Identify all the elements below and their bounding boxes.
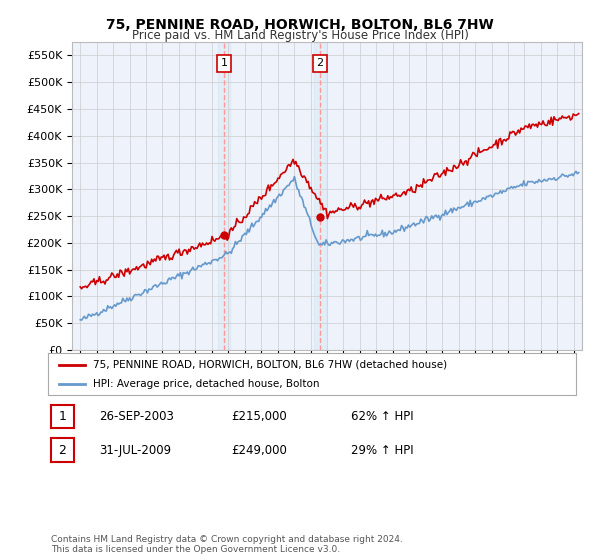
Text: HPI: Average price, detached house, Bolton: HPI: Average price, detached house, Bolt…	[93, 379, 319, 389]
Text: £215,000: £215,000	[231, 410, 287, 423]
Text: £249,000: £249,000	[231, 444, 287, 457]
Text: 26-SEP-2003: 26-SEP-2003	[99, 410, 174, 423]
Text: Price paid vs. HM Land Registry's House Price Index (HPI): Price paid vs. HM Land Registry's House …	[131, 29, 469, 42]
Bar	[314, 42, 326, 350]
Text: 75, PENNINE ROAD, HORWICH, BOLTON, BL6 7HW: 75, PENNINE ROAD, HORWICH, BOLTON, BL6 7…	[106, 18, 494, 32]
Text: 31-JUL-2009: 31-JUL-2009	[99, 444, 171, 457]
Text: 2: 2	[317, 58, 323, 68]
Text: 29% ↑ HPI: 29% ↑ HPI	[351, 444, 413, 457]
Text: 75, PENNINE ROAD, HORWICH, BOLTON, BL6 7HW (detached house): 75, PENNINE ROAD, HORWICH, BOLTON, BL6 7…	[93, 360, 447, 370]
Text: 1: 1	[220, 58, 227, 68]
Text: 2: 2	[58, 444, 67, 457]
Bar	[218, 42, 230, 350]
Text: 62% ↑ HPI: 62% ↑ HPI	[351, 410, 413, 423]
Text: Contains HM Land Registry data © Crown copyright and database right 2024.
This d: Contains HM Land Registry data © Crown c…	[51, 535, 403, 554]
Text: 1: 1	[58, 410, 67, 423]
